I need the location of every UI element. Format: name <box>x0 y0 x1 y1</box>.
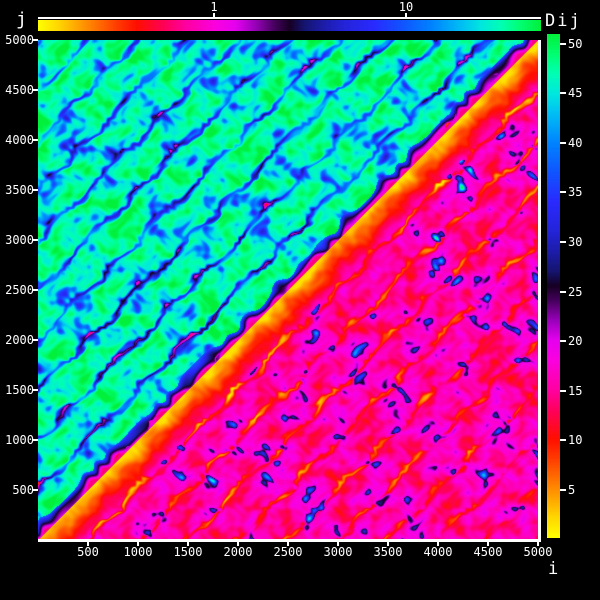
x-axis-label: i <box>548 559 559 579</box>
x-axis-tick <box>437 541 439 546</box>
top-colorbar-tick <box>405 13 407 19</box>
y-axis-tick <box>32 339 38 341</box>
y-axis-label: j <box>16 9 27 30</box>
right-colorbar-tick-label: 40 <box>568 136 583 150</box>
right-colorbar-tick <box>560 340 566 342</box>
right-colorbar-tick <box>560 241 566 243</box>
right-colorbar-tick-label: 30 <box>568 235 583 249</box>
y-axis-tick <box>32 389 38 391</box>
x-axis-tick-label: 5000 <box>523 545 553 559</box>
x-axis-tick-label: 500 <box>77 545 99 559</box>
right-colorbar-tick-label: 35 <box>568 185 583 199</box>
right-colorbar-tick-label: 15 <box>568 384 583 398</box>
right-colorbar-tick <box>560 92 566 94</box>
x-axis-tick-label: 1500 <box>173 545 203 559</box>
x-axis-tick-label: 4000 <box>423 545 453 559</box>
right-colorbar-tick <box>560 43 566 45</box>
plot-border-bottom <box>38 539 541 542</box>
x-axis-tick <box>487 541 489 546</box>
right-colorbar-tick <box>560 291 566 293</box>
right-colorbar-tick <box>560 390 566 392</box>
y-axis-tick <box>32 39 38 41</box>
x-axis-tick <box>287 541 289 546</box>
top-colorbar-tick <box>213 13 215 19</box>
right-colorbar-tick <box>560 439 566 441</box>
x-axis-tick <box>237 541 239 546</box>
x-axis-tick-label: 2000 <box>223 545 253 559</box>
right-colorbar-tick-label: 20 <box>568 334 583 348</box>
right-colorbar-tick <box>560 142 566 144</box>
x-axis-tick <box>187 541 189 546</box>
right-colorbar-tick-label: 10 <box>568 433 583 447</box>
y-axis-tick-label: 1000 <box>5 433 34 447</box>
x-axis-tick <box>537 541 539 546</box>
top-colorbar-gradient <box>38 20 541 31</box>
x-axis-tick <box>137 541 139 546</box>
y-axis-tick-label: 4500 <box>5 83 34 97</box>
top-colorbar-tick-label: 1 <box>210 0 218 14</box>
x-axis-tick <box>87 541 89 546</box>
x-axis-tick-label: 3000 <box>323 545 353 559</box>
right-colorbar-tick <box>560 191 566 193</box>
x-axis-tick <box>387 541 389 546</box>
right-colorbar-tick-label: 45 <box>568 86 583 100</box>
heatmap-matrix <box>38 40 538 540</box>
right-colorbar-tick-label: 50 <box>568 37 583 51</box>
right-colorbar-gradient <box>547 34 560 538</box>
y-axis-tick <box>32 89 38 91</box>
plot-border-right <box>538 40 541 542</box>
x-axis-tick-label: 4500 <box>473 545 503 559</box>
y-axis-tick-label: 3000 <box>5 233 34 247</box>
right-colorbar-tick <box>560 489 566 491</box>
y-axis-tick <box>32 489 38 491</box>
y-axis-tick-label: 5000 <box>5 33 34 47</box>
y-axis-tick <box>32 289 38 291</box>
y-axis-tick-label: 2000 <box>5 333 34 347</box>
x-axis-tick-label: 3500 <box>373 545 403 559</box>
x-axis-tick <box>337 541 339 546</box>
top-colorbar-axis-line <box>38 17 541 19</box>
y-axis-tick-label: 3500 <box>5 183 34 197</box>
y-axis-tick <box>32 139 38 141</box>
top-colorbar-tick-label: 10 <box>398 0 414 14</box>
y-axis-tick-label: 1500 <box>5 383 34 397</box>
y-axis-tick <box>32 439 38 441</box>
y-axis-tick-label: 4000 <box>5 133 34 147</box>
x-axis-tick-label: 1000 <box>123 545 153 559</box>
right-colorbar-tick-label: 5 <box>568 483 576 497</box>
y-axis-tick <box>32 239 38 241</box>
y-axis-tick <box>32 189 38 191</box>
y-axis-tick-label: 500 <box>12 483 34 497</box>
colorbar-label: Dij <box>545 11 582 31</box>
x-axis-tick-label: 2500 <box>273 545 303 559</box>
y-axis-tick-label: 2500 <box>5 283 34 297</box>
right-colorbar-tick-label: 25 <box>568 285 583 299</box>
